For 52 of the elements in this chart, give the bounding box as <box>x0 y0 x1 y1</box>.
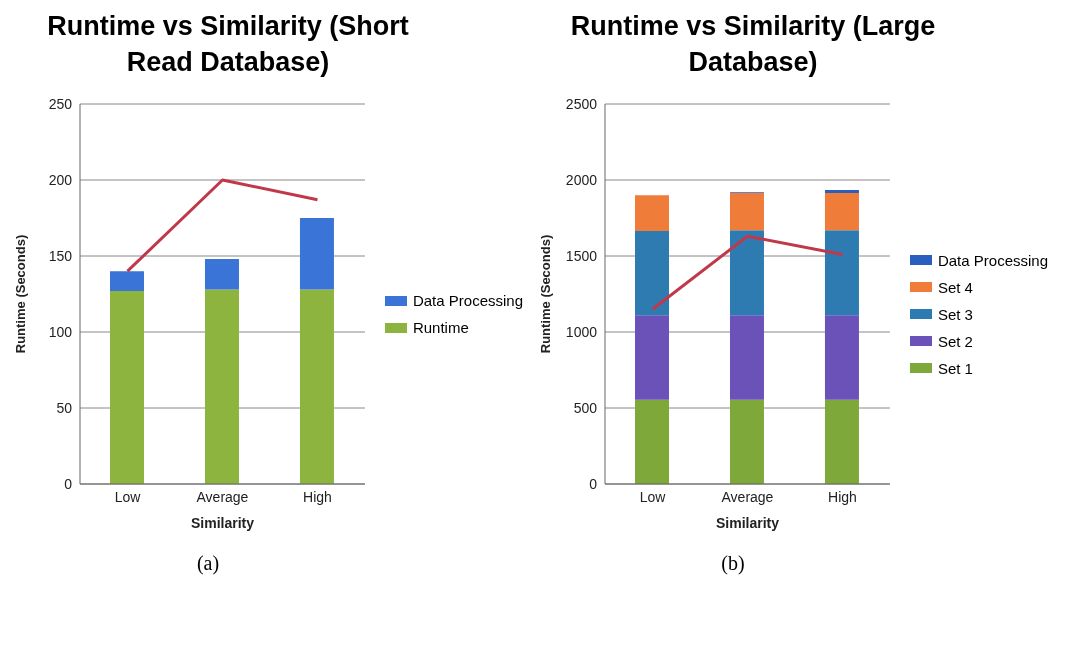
bar <box>110 290 144 484</box>
x-tick-label: High <box>303 488 332 505</box>
bar <box>729 192 764 231</box>
bar <box>299 289 334 484</box>
bar <box>824 315 859 400</box>
x-tick-label: Average <box>721 488 774 505</box>
bar <box>204 289 239 484</box>
bar <box>729 399 764 484</box>
y-tick-label: 500 <box>573 399 598 416</box>
bar <box>824 230 859 316</box>
legend-label: Data Processing <box>937 251 1048 269</box>
bar <box>204 259 239 290</box>
x-tick-label: Low <box>114 488 142 505</box>
legend-label: Set 2 <box>937 332 973 350</box>
legend-label: Runtime <box>412 319 469 336</box>
bar <box>824 192 859 231</box>
bar <box>824 399 859 484</box>
y-tick-label: 0 <box>589 475 598 492</box>
legend-label: Set 1 <box>937 359 973 377</box>
bar <box>635 315 669 400</box>
bar <box>729 315 764 400</box>
x-tick-label: Low <box>639 488 667 505</box>
legend-label: Set 3 <box>937 305 973 323</box>
legend-label: Set 4 <box>937 278 973 296</box>
y-tick-label: 200 <box>48 171 73 188</box>
y-axis-title: Runtime (Seconds) <box>537 234 553 354</box>
y-tick-label: 100 <box>48 323 73 340</box>
y-tick-label: 0 <box>64 475 73 492</box>
bar <box>729 230 764 316</box>
bar <box>299 218 334 290</box>
y-tick-label: 1500 <box>565 247 598 264</box>
y-axis-title: Runtime (Seconds) <box>12 234 28 354</box>
y-tick-label: 1000 <box>565 323 598 340</box>
y-tick-label: 50 <box>56 399 73 416</box>
legend-label: Data Processing <box>412 292 523 309</box>
chart-title: Runtime vs Similarity (Large Database) <box>569 10 937 79</box>
bar <box>110 271 144 291</box>
bar <box>635 195 669 231</box>
x-tick-label: High <box>828 488 857 505</box>
x-tick-label: Average <box>196 488 249 505</box>
y-tick-label: 2500 <box>565 95 598 112</box>
x-axis-title: Similarity <box>715 515 780 531</box>
x-axis-title: Similarity <box>190 515 255 531</box>
chart-title: Runtime vs Similarity (Short Read Database) <box>46 10 410 79</box>
text: (b) <box>720 552 746 575</box>
bar <box>635 399 669 484</box>
y-tick-label: 2000 <box>565 171 598 188</box>
y-tick-label: 250 <box>48 95 73 112</box>
y-tick-label: 150 <box>48 247 73 264</box>
text: (a) <box>195 552 221 575</box>
bar <box>824 189 859 193</box>
bar <box>635 230 669 316</box>
